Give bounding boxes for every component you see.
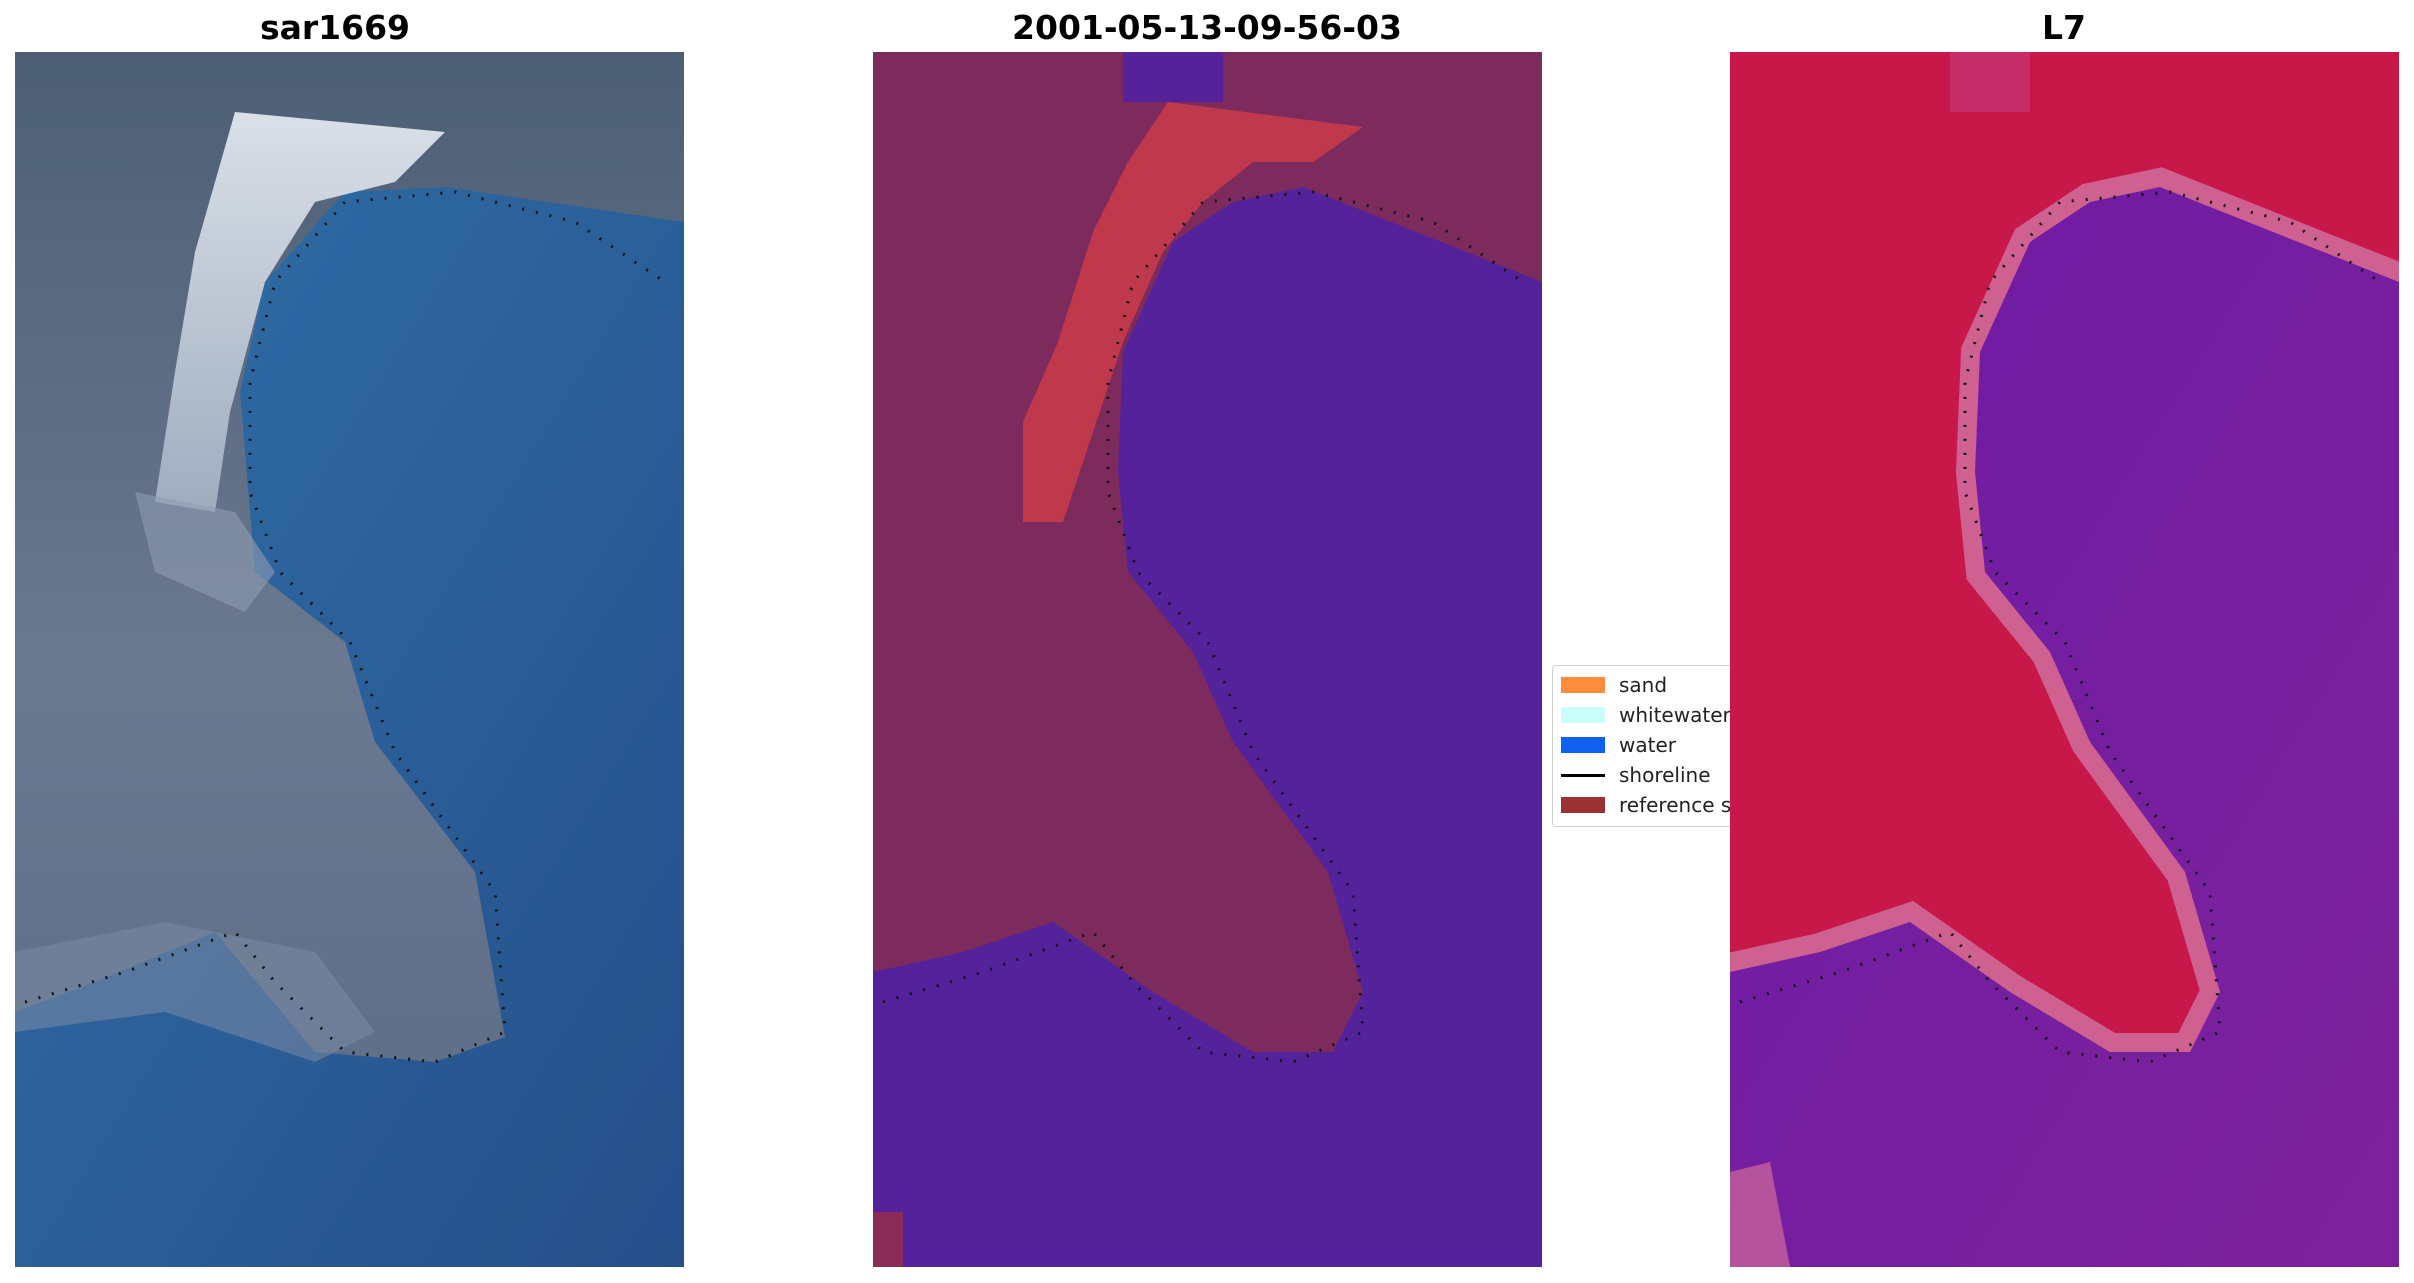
sand-swatch-icon [1561, 677, 1605, 693]
reference-shoreline-swatch-icon [1561, 797, 1605, 813]
legend-item-shoreline: shoreline [1561, 762, 1711, 788]
panel-title-classified: 2001-05-13-09-56-03 [1012, 8, 1402, 47]
legend-item-whitewater: whitewater [1561, 702, 1731, 728]
index-image [1730, 52, 2399, 1267]
index-image-svg [1730, 52, 2399, 1267]
classified-image [873, 52, 1542, 1267]
legend: sand whitewater water shoreline referenc… [1552, 665, 1812, 827]
whitewater-swatch-icon [1561, 707, 1605, 723]
rgb-image [15, 52, 684, 1267]
panel-title-rgb: sar1669 [259, 8, 411, 47]
legend-item-water: water [1561, 732, 1676, 758]
rgb-image-svg [15, 52, 684, 1267]
classified-image-svg [873, 52, 1542, 1267]
shoreline-line-icon [1561, 773, 1605, 777]
water-swatch-icon [1561, 737, 1605, 753]
legend-item-sand: sand [1561, 672, 1667, 698]
panel-title-index: L7 [2042, 8, 2086, 47]
